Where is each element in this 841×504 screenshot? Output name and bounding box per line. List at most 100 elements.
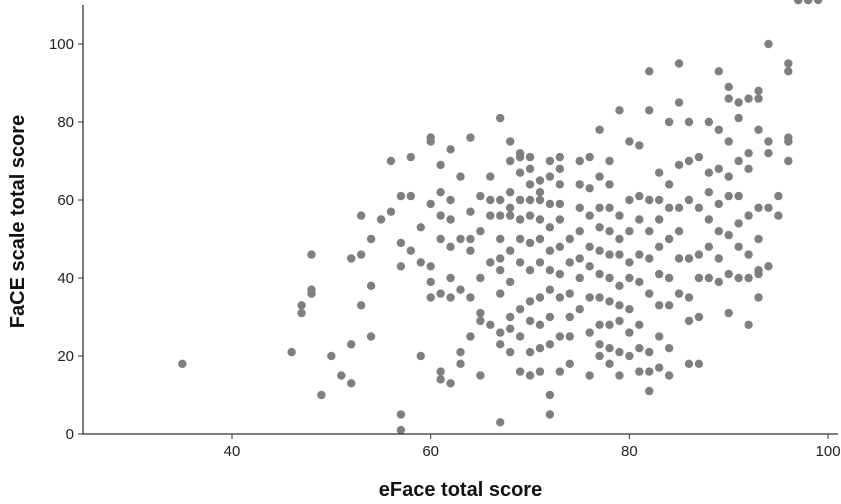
- data-point: [496, 289, 505, 298]
- data-point: [813, 0, 823, 5]
- data-point: [664, 371, 674, 380]
- data-point: [466, 207, 475, 216]
- data-point: [803, 0, 813, 5]
- data-point: [525, 347, 535, 357]
- data-point: [754, 269, 763, 279]
- data-point: [694, 359, 704, 368]
- data-point: [545, 172, 555, 181]
- data-point: [545, 312, 555, 322]
- data-point: [436, 289, 445, 298]
- data-point: [724, 269, 733, 279]
- data-point: [456, 285, 465, 294]
- data-point: [744, 94, 753, 103]
- data-point: [525, 297, 535, 306]
- data-point: [635, 215, 644, 224]
- data-point: [605, 180, 614, 189]
- data-point: [486, 172, 495, 181]
- data-point: [575, 203, 584, 212]
- data-point: [476, 371, 485, 380]
- data-point: [575, 227, 584, 236]
- data-point: [476, 191, 485, 201]
- data-point: [366, 281, 376, 290]
- data-point: [595, 172, 604, 181]
- data-point: [347, 254, 356, 263]
- data-point: [426, 293, 435, 302]
- data-point: [605, 359, 614, 368]
- data-point: [535, 258, 545, 267]
- data-point: [645, 386, 654, 396]
- data-point: [446, 215, 455, 224]
- data-point: [615, 281, 624, 290]
- data-point: [734, 98, 743, 107]
- data-point: [446, 242, 455, 251]
- data-point: [625, 273, 634, 283]
- data-point: [525, 266, 535, 275]
- data-point: [515, 149, 525, 158]
- data-point: [436, 375, 445, 384]
- data-point: [396, 191, 406, 201]
- data-point: [525, 211, 535, 220]
- data-point: [555, 242, 565, 251]
- x-axis-ticks: 40 60 80 100: [224, 434, 841, 460]
- data-point: [436, 234, 445, 244]
- data-point: [635, 367, 644, 376]
- data-point: [714, 125, 723, 134]
- data-point: [535, 176, 545, 185]
- data-point: [635, 277, 644, 287]
- data-point: [416, 258, 425, 267]
- data-point: [615, 234, 624, 244]
- data-point: [734, 113, 743, 123]
- data-point: [774, 211, 783, 220]
- data-point: [784, 67, 793, 76]
- data-point: [565, 234, 574, 244]
- data-point: [615, 347, 624, 357]
- data-point: [784, 133, 793, 142]
- data-point: [476, 227, 485, 236]
- data-point: [724, 308, 733, 318]
- data-point: [605, 227, 614, 236]
- data-point: [635, 320, 644, 329]
- data-point: [496, 234, 505, 244]
- data-point: [794, 0, 803, 5]
- data-point: [426, 199, 435, 209]
- data-point: [505, 347, 515, 357]
- data-point: [684, 254, 694, 263]
- data-point: [714, 164, 723, 173]
- data-point: [505, 137, 515, 146]
- data-point: [496, 211, 505, 220]
- data-point: [406, 191, 416, 201]
- x-axis-title: eFace total score: [379, 479, 542, 501]
- data-point: [535, 320, 545, 329]
- data-point: [297, 301, 306, 310]
- data-point: [704, 188, 714, 197]
- data-point: [605, 344, 614, 353]
- data-point: [764, 262, 773, 271]
- data-point: [595, 293, 604, 302]
- data-point: [704, 242, 714, 251]
- data-point: [595, 351, 604, 361]
- data-point: [585, 328, 594, 337]
- data-point: [664, 117, 674, 127]
- data-point: [356, 301, 366, 310]
- data-point: [664, 344, 674, 353]
- data-point: [654, 215, 664, 224]
- data-point: [595, 223, 604, 232]
- data-point: [486, 258, 495, 267]
- data-point: [525, 164, 535, 173]
- data-point: [615, 301, 624, 310]
- data-point: [635, 141, 644, 150]
- data-point: [764, 137, 773, 146]
- data-point: [356, 211, 366, 220]
- data-point: [625, 195, 634, 205]
- y-tick-label: 100: [49, 36, 74, 53]
- data-point: [724, 82, 733, 92]
- data-point: [525, 195, 535, 205]
- data-point: [635, 344, 644, 353]
- data-point: [714, 67, 723, 76]
- data-points: [178, 0, 823, 435]
- data-point: [615, 106, 624, 115]
- data-point: [575, 273, 584, 283]
- data-point: [704, 117, 714, 127]
- data-point: [555, 199, 565, 209]
